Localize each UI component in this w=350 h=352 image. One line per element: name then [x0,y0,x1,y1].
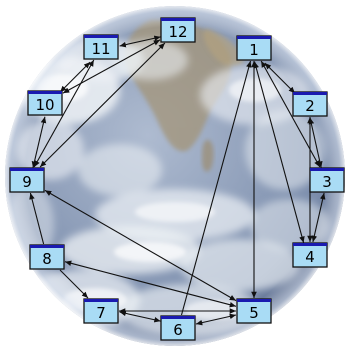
node-top-bar [161,316,195,319]
node-top-bar [84,299,118,302]
node-label: 8 [42,250,52,268]
node-label: 2 [305,97,315,115]
node-label: 1 [249,41,259,59]
node-2: 2 [293,92,327,116]
node-10: 10 [28,91,62,115]
node-label: 11 [91,40,110,58]
node-top-bar [237,299,271,302]
node-11: 11 [84,35,118,59]
node-9: 9 [10,168,44,192]
node-top-bar [310,168,344,171]
node-top-bar [30,245,64,248]
node-label: 7 [96,304,106,322]
node-6: 6 [161,316,195,340]
node-4: 4 [293,243,327,267]
node-1: 1 [237,36,271,60]
node-label: 12 [168,23,187,41]
node-top-bar [293,243,327,246]
node-top-bar [10,168,44,171]
node-top-bar [293,92,327,95]
node-12: 12 [161,18,195,42]
node-5: 5 [237,299,271,323]
node-3: 3 [310,168,344,192]
node-label: 9 [22,173,32,191]
node-label: 6 [173,321,183,339]
earth-globe-image [5,6,345,346]
node-label: 4 [305,248,315,266]
node-7: 7 [84,299,118,323]
node-top-bar [84,35,118,38]
node-8: 8 [30,245,64,269]
node-top-bar [28,91,62,94]
node-label: 5 [249,304,259,322]
node-top-bar [161,18,195,21]
node-label: 10 [35,96,54,114]
node-label: 3 [322,173,332,191]
node-top-bar [237,36,271,39]
